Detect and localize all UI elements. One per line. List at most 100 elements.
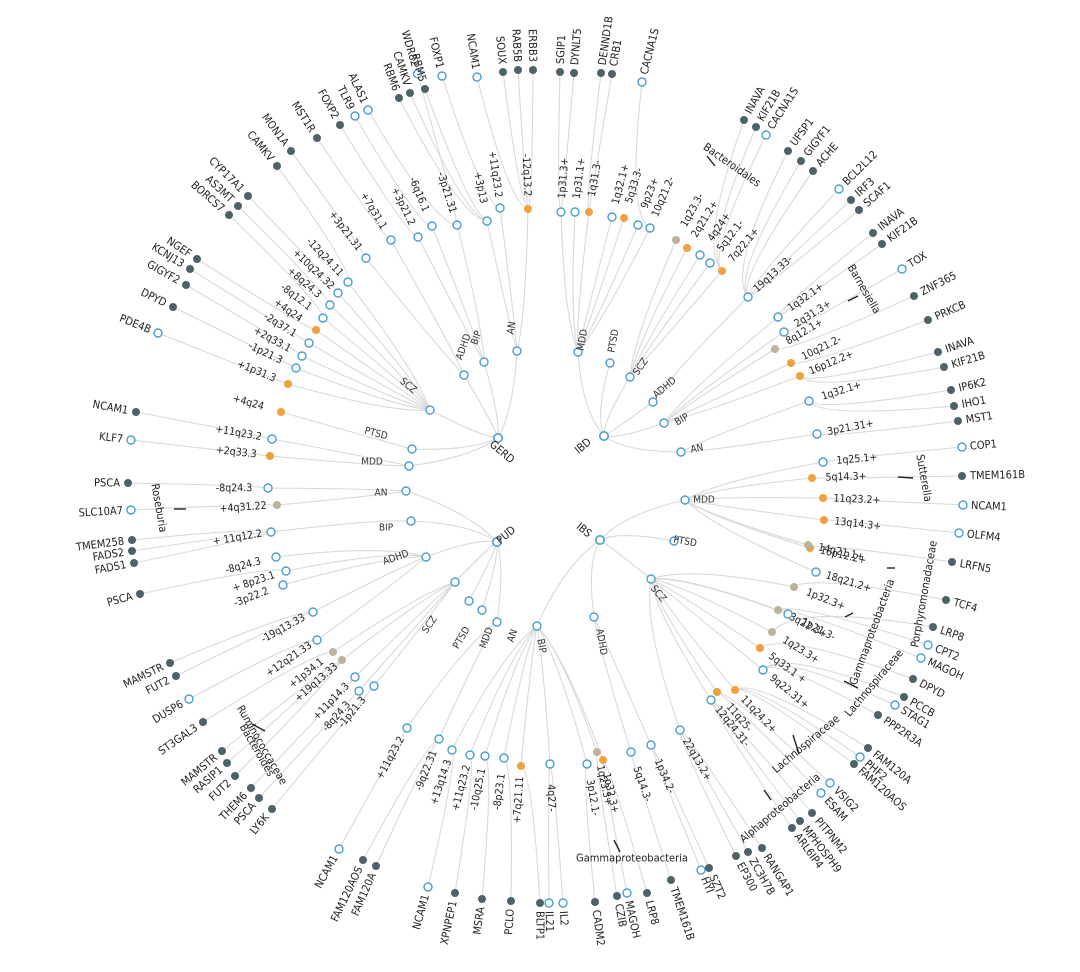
- cnv-node-6q16-1[interactable]: [427, 221, 437, 231]
- gene-node-pclo[interactable]: [507, 897, 515, 905]
- gene-node-fut2[interactable]: [231, 772, 239, 780]
- cnv-node-3p21-2[interactable]: [413, 232, 423, 242]
- gene-node-inava[interactable]: [869, 229, 877, 237]
- disorder-node-ibs-bip[interactable]: [532, 621, 542, 631]
- cnv-node-1p32-3[interactable]: [599, 756, 607, 764]
- cnv-node-3p12-1[interactable]: [582, 759, 592, 769]
- disorder-node-ibs-scz[interactable]: [646, 574, 656, 584]
- gene-node-ep300[interactable]: [732, 852, 740, 860]
- disorder-node-pud-adhd[interactable]: [421, 552, 431, 562]
- gene-node-fads2[interactable]: [128, 547, 136, 555]
- cnv-node-9p23[interactable]: [633, 220, 643, 230]
- gene-node-magoh[interactable]: [622, 888, 632, 898]
- cnv-node-1q23-3[interactable]: [672, 236, 680, 244]
- cnv-node-10q25-1[interactable]: [480, 751, 490, 761]
- cnv-node-2q21-2[interactable]: [683, 244, 691, 252]
- gene-node-rasip1[interactable]: [223, 759, 231, 767]
- gene-node-fam120a[interactable]: [372, 862, 380, 870]
- cnv-node-11p14-3[interactable]: [350, 672, 360, 682]
- cnv-node-1p31-3[interactable]: [284, 380, 292, 388]
- gene-node-kif21b[interactable]: [940, 363, 948, 371]
- cnv-node-5q33-1[interactable]: [756, 644, 764, 652]
- hub-node-gerd[interactable]: [492, 432, 503, 443]
- gene-node-ppp2r3a[interactable]: [874, 711, 882, 719]
- disorder-node-gerd-mdd[interactable]: [404, 461, 414, 471]
- cnv-node-19q13-33[interactable]: [308, 607, 318, 617]
- gene-node-borcs7[interactable]: [225, 211, 233, 219]
- disorder-node-gerd-an[interactable]: [512, 346, 522, 356]
- gene-node-alas1[interactable]: [363, 105, 373, 115]
- gene-node-irf3[interactable]: [847, 196, 855, 204]
- gene-node-slc10a7[interactable]: [126, 505, 136, 515]
- gene-node-scaf1[interactable]: [855, 206, 863, 214]
- gene-node-them6[interactable]: [247, 784, 255, 792]
- gene-node-cyp17a1[interactable]: [244, 192, 252, 200]
- gene-node-dpyd[interactable]: [169, 303, 177, 311]
- cnv-node-4q24[interactable]: [695, 250, 705, 260]
- gene-node-ncam1[interactable]: [132, 408, 140, 416]
- cnv-node-18q21-2[interactable]: [811, 567, 821, 577]
- gene-node-il21[interactable]: [544, 898, 554, 908]
- gene-node-lrfn5[interactable]: [948, 558, 956, 566]
- gene-node-mphosph9[interactable]: [796, 817, 804, 825]
- cnv-node-1q23-3[interactable]: [768, 628, 776, 636]
- cnv-node-13q14-3[interactable]: [447, 745, 457, 755]
- gene-node-pde4b[interactable]: [153, 328, 163, 338]
- gene-node-foxp2[interactable]: [336, 121, 344, 129]
- cnv-node-2q33-1[interactable]: [297, 351, 307, 361]
- hub-node-pud[interactable]: [491, 536, 502, 547]
- gene-node-foxp1[interactable]: [437, 71, 447, 81]
- gene-node-rbm6[interactable]: [395, 94, 403, 102]
- cnv-node-1q25-1[interactable]: [818, 457, 828, 467]
- gene-node-inava[interactable]: [934, 348, 942, 356]
- hub-node-ibd[interactable]: [598, 430, 609, 441]
- cnv-node-1q32-1[interactable]: [607, 212, 617, 222]
- gene-node-rbm5[interactable]: [421, 85, 429, 93]
- gene-node-ncam1[interactable]: [423, 882, 433, 892]
- gene-node-kif21b[interactable]: [878, 240, 886, 248]
- gene-node-fam120a[interactable]: [864, 744, 872, 752]
- gene-node-mst1[interactable]: [954, 417, 962, 425]
- gene-node-czib[interactable]: [613, 892, 621, 900]
- disorder-node-pud-bip[interactable]: [406, 516, 416, 526]
- gene-node-ache[interactable]: [809, 167, 817, 175]
- gene-node-mamstr[interactable]: [218, 747, 226, 755]
- cnv-node-2q31-3[interactable]: [779, 327, 789, 337]
- cnv-node-4q24[interactable]: [312, 326, 320, 334]
- disorder-node-ibs-adhd[interactable]: [589, 612, 599, 622]
- gene-node-tmem258[interactable]: [128, 536, 136, 544]
- gene-node-tmem161b[interactable]: [958, 472, 966, 480]
- gene-node-hyi[interactable]: [696, 865, 706, 875]
- cnv-node-7q21-11[interactable]: [517, 762, 525, 770]
- gene-node-ncam1[interactable]: [472, 72, 482, 82]
- gene-node-tlr9[interactable]: [350, 111, 360, 121]
- gene-node-ufsp1[interactable]: [784, 147, 792, 155]
- cnv-node-1q31-3[interactable]: [585, 208, 593, 216]
- cnv-node-8q24-3[interactable]: [354, 686, 364, 696]
- cnv-node-14q21-1[interactable]: [804, 541, 812, 549]
- cnv-node-11q23-2[interactable]: [267, 434, 277, 444]
- gene-node-as3mt[interactable]: [234, 202, 242, 210]
- cnv-node-5q33-3[interactable]: [620, 214, 628, 222]
- gene-node-pccb[interactable]: [900, 693, 908, 701]
- gene-node-dpyd[interactable]: [909, 675, 917, 683]
- cnv-node-8q24-3[interactable]: [263, 483, 273, 493]
- gene-node-ncam1[interactable]: [958, 500, 968, 510]
- cnv-node-1q32-1[interactable]: [773, 312, 783, 322]
- cnv-node-1p31-1[interactable]: [570, 207, 580, 217]
- cnv-node-5q12-1[interactable]: [705, 258, 715, 268]
- cnv-node-5q14-3[interactable]: [808, 474, 816, 482]
- gene-node-mamstr[interactable]: [166, 659, 174, 667]
- disorder-node-ibd-mdd[interactable]: [573, 347, 583, 357]
- disorder-node-gerd-bip[interactable]: [479, 357, 489, 367]
- gene-node-kcnj13[interactable]: [186, 265, 194, 273]
- gene-node-msra[interactable]: [478, 895, 486, 903]
- gene-node-psca[interactable]: [124, 479, 132, 487]
- gene-node-tox[interactable]: [897, 264, 907, 274]
- cnv-node-12q24-31[interactable]: [706, 695, 716, 705]
- gene-node-fads1[interactable]: [130, 559, 138, 567]
- gene-node-pitpnm2[interactable]: [808, 809, 816, 817]
- gene-node-il2[interactable]: [558, 898, 568, 908]
- gene-node-camkv[interactable]: [406, 89, 414, 97]
- disorder-node-ibd-bip[interactable]: [659, 418, 669, 428]
